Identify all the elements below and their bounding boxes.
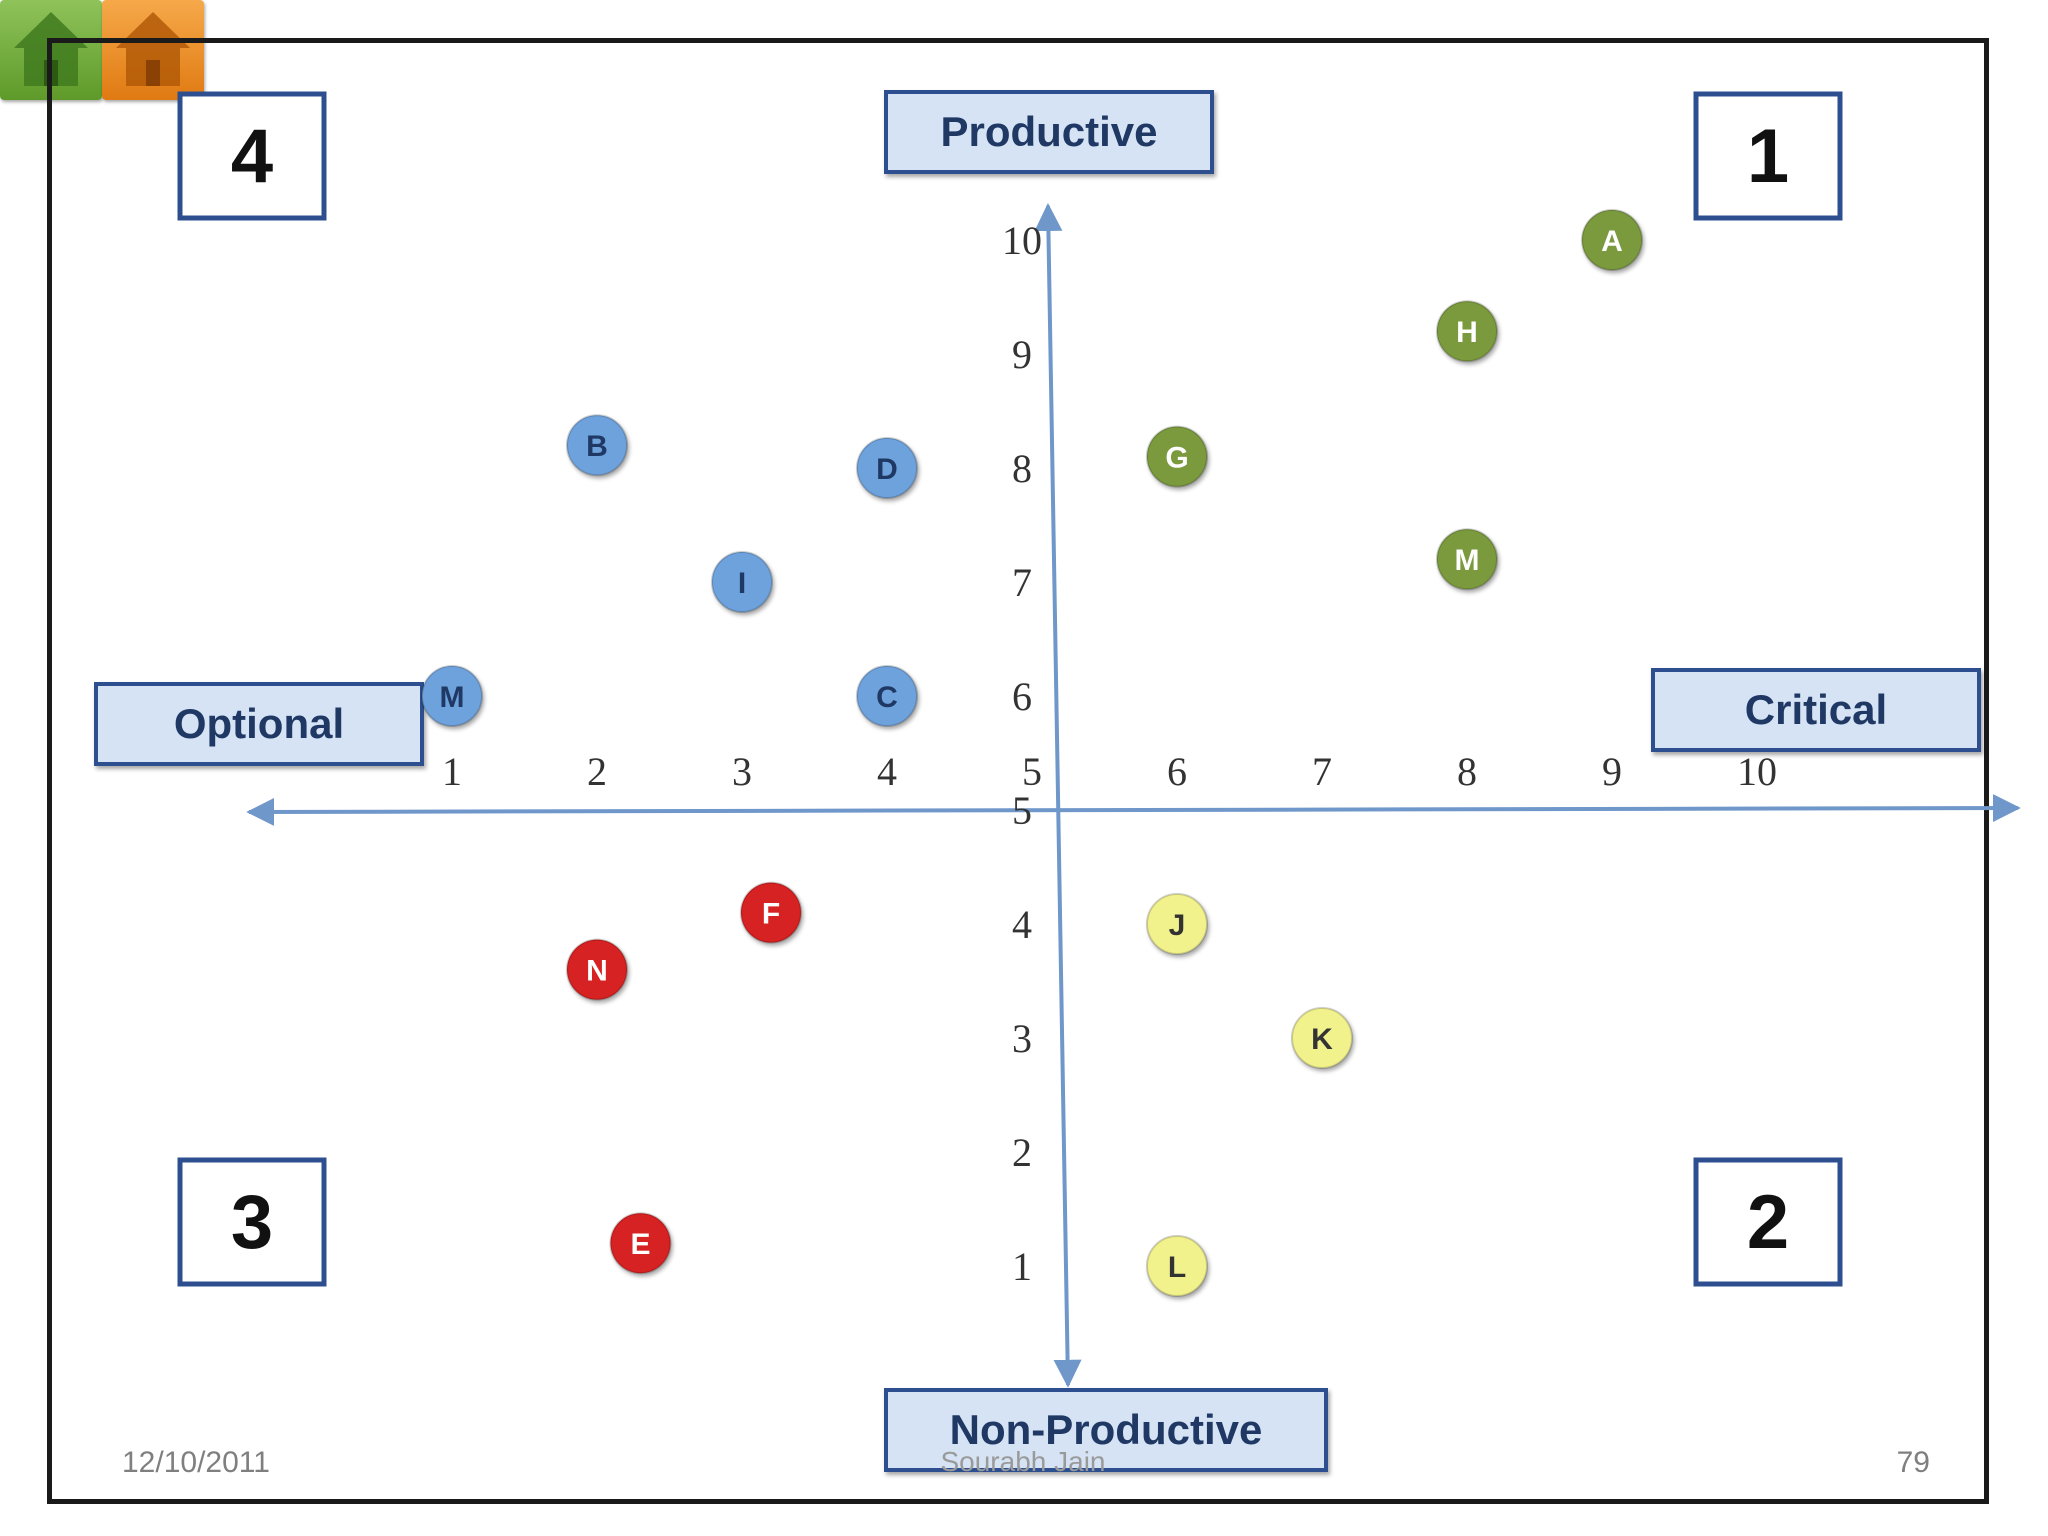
data-point-label: J [1169,909,1186,942]
axis-label-productive: Productive [940,108,1157,155]
quadrant-box [1693,1157,1843,1287]
y-tick-label: 8 [1012,446,1032,491]
data-point-label: L [1168,1251,1186,1284]
data-point [421,665,483,727]
data-point [609,1212,672,1275]
axis-label-non-productive: Non-Productive [950,1406,1263,1453]
x-tick-label: 3 [732,749,752,794]
x-tick-label: 4 [877,749,897,794]
data-point [566,938,628,1001]
axis-label-non-productive-box [884,1388,1328,1472]
quadrant-label: 1 [1747,114,1789,199]
x-tick-label: 6 [1167,749,1187,794]
data-point-label: H [1456,316,1478,349]
y-tick-label: 5 [1012,788,1032,833]
axis-label-critical-box [1651,668,1981,752]
footer-date: 12/10/2011 [122,1446,270,1479]
data-point-label: G [1165,442,1188,475]
quadrant-label: 3 [231,1180,273,1265]
axis-label-critical: Critical [1745,686,1887,733]
quadrant-label: 2 [1747,1180,1789,1265]
x-tick-label: 9 [1602,749,1622,794]
x-tick-label: 7 [1312,749,1332,794]
data-point-label: A [1601,225,1623,258]
data-point-label: K [1311,1023,1333,1056]
x-tick-label: 5 [1022,749,1042,794]
y-tick-label: 4 [1012,902,1032,947]
y-tick-label: 7 [1012,560,1032,605]
data-point-label: I [738,567,746,600]
data-point [566,414,628,477]
data-point [1146,425,1208,488]
data-point [1436,300,1498,363]
slide-frame [47,38,1989,1504]
data-point [1146,893,1208,955]
data-point [1581,209,1643,271]
data-point [1291,1007,1353,1069]
data-point-label: M [1455,544,1480,577]
axis-label-productive-box [884,90,1214,174]
quadrant-label: 4 [231,114,273,199]
y-tick-label: 6 [1012,674,1032,719]
y-tick-label: 9 [1012,332,1032,377]
data-point [1146,1235,1208,1297]
data-point-label: M [440,681,465,714]
y-axis-line [1034,203,1082,1388]
data-point-label: D [876,453,898,486]
data-point-label: B [586,430,608,463]
x-tick-label: 2 [587,749,607,794]
y-tick-label: 2 [1012,1130,1032,1175]
data-point-label: E [630,1228,650,1261]
x-tick-label: 8 [1457,749,1477,794]
data-point-label: F [762,898,780,931]
axis-label-optional: Optional [174,700,344,747]
x-tick-label: 10 [1737,749,1777,794]
y-tick-label: 1 [1012,1244,1032,1289]
y-tick-label: 10 [1002,218,1042,263]
home-icon [116,12,190,86]
page-number: 79 [1896,1446,1930,1479]
data-point [856,437,918,499]
data-point [1436,528,1498,591]
data-point [856,665,918,727]
axis-label-optional-box [94,682,424,766]
quadrant-box [177,1157,327,1287]
footer-author: Sourabh Jain [940,1446,1106,1477]
y-tick-label: 3 [1012,1016,1032,1061]
data-point-label: N [586,955,608,988]
data-point [711,551,773,613]
x-tick-label: 1 [442,749,462,794]
quadrant-box [1693,91,1843,221]
quadrant-box [177,91,327,221]
data-point [740,881,802,944]
back-home-button[interactable] [102,0,204,100]
x-axis-line [246,794,2021,826]
data-point-label: C [876,681,898,714]
